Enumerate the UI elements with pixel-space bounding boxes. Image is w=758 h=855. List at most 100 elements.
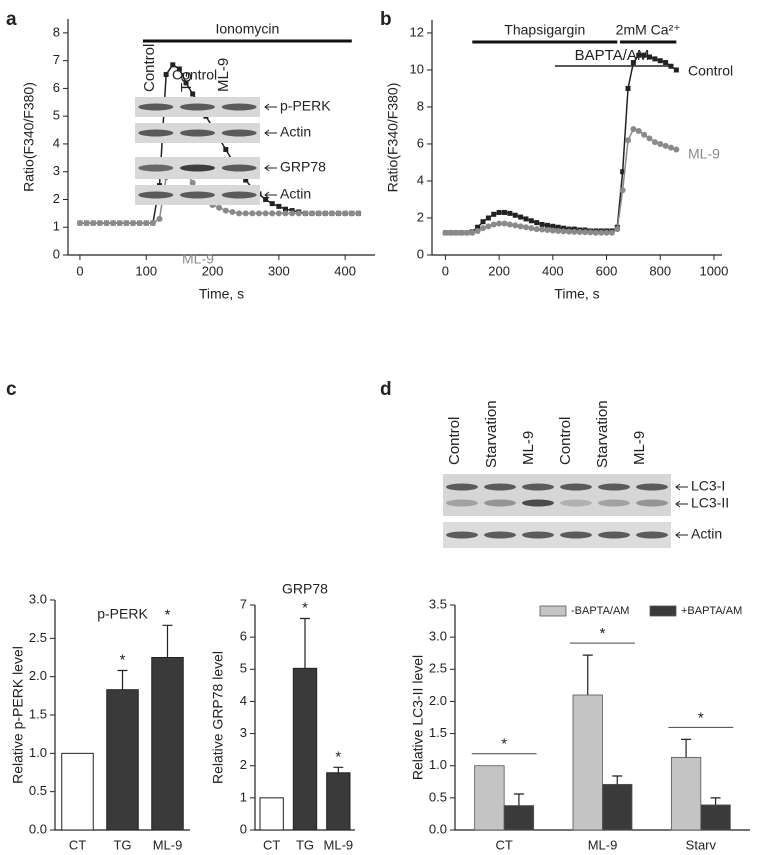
significance: * [165,606,171,623]
marker [657,140,664,147]
marker [636,52,642,58]
panel-letter: b [380,9,392,30]
bar [151,657,184,831]
marker [651,139,658,146]
y-tick-label: 2 [240,757,247,772]
blot-band [484,531,516,539]
marker [539,226,546,233]
x-tick-label: CT [495,837,512,852]
error-bar [612,775,623,785]
marker [222,207,229,214]
marker [571,228,578,235]
marker [555,227,562,234]
marker [242,210,249,217]
y-tick-label: 2 [417,209,424,224]
blot-band [221,191,257,199]
y-tick-label: 0.0 [429,821,447,836]
marker [614,226,621,233]
y-tick-label: 0 [240,821,247,836]
x-tick-label: Starv [686,837,717,852]
marker [587,229,594,236]
marker [491,211,497,217]
blot-band [484,483,516,491]
marker [458,229,465,236]
y-tick-label: 4 [240,693,247,708]
marker [608,229,615,236]
x-tick-label: 300 [268,263,290,278]
bar [61,752,94,831]
error-bar [513,793,524,806]
y-tick-label: 3.5 [429,596,447,611]
y-tick-label: 3.0 [29,591,47,606]
marker [528,225,535,232]
blot-band [221,103,257,111]
marker [501,220,508,227]
error-bar [300,617,310,669]
marker [544,222,550,228]
marker [243,177,249,183]
marker [475,224,481,230]
marker [143,220,150,227]
marker [216,204,223,211]
bar [670,756,702,831]
marker [229,208,236,215]
marker [652,56,658,62]
marker [262,210,269,217]
marker [342,210,349,217]
marker [592,229,599,236]
blot-arrow [264,191,277,199]
y-tick-label: 3 [53,163,60,178]
blot-band [522,483,554,491]
marker [620,169,626,175]
marker [646,135,653,142]
marker [647,54,652,60]
marker [544,227,551,234]
marker [641,131,648,138]
marker [123,220,130,227]
y-tick-label: 0.5 [429,789,447,804]
marker [598,229,605,236]
marker [496,209,502,215]
marker [275,210,282,217]
y-tick-label: 1.5 [429,725,447,740]
marker [512,212,518,218]
marker [663,60,669,66]
x-tick-label: 200 [488,263,510,278]
marker [136,220,143,227]
y-tick-label: 12 [410,24,424,39]
bar [503,805,535,831]
x-tick-label: 0 [76,263,83,278]
marker [635,128,642,135]
marker [315,210,322,217]
marker [673,67,679,73]
marker [263,196,269,202]
y-axis-label: Ratio(F340/F380) [21,82,37,192]
series-label: ML-9 [182,251,214,267]
marker [522,224,529,231]
marker [189,179,196,186]
y-tick-label: 0 [53,246,60,261]
y-axis-label: Relative p-PERK level [10,646,26,784]
blot-arrow [675,500,688,508]
blot-band [636,531,668,539]
blot-band [598,483,630,491]
significance: * [501,736,507,753]
marker [619,187,626,194]
blot-band [522,531,554,539]
y-tick-label: 4 [417,172,424,187]
x-tick-label: 1000 [699,263,728,278]
y-tick-label: 10 [410,61,424,76]
marker [657,58,663,64]
marker [512,222,519,229]
marker [673,146,680,153]
marker [447,229,454,236]
blot-band [598,499,630,507]
bar [326,772,351,831]
marker [625,85,631,91]
marker [156,215,163,222]
y-tick-label: 2.5 [29,630,47,645]
marker [496,220,503,227]
marker [667,144,674,151]
lane-label: Starvation [483,400,500,468]
